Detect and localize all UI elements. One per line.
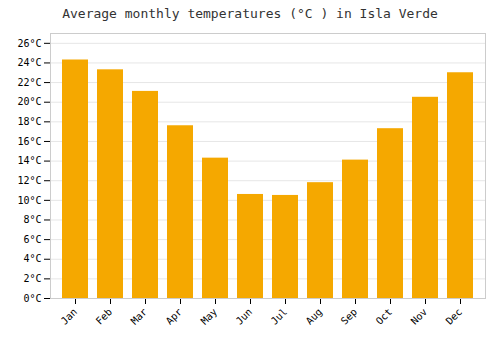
html-text:Average monthly temperatures (: Average monthly temperatures (°C ) in Is… (62, 6, 438, 21)
svg-text:Sep: Sep (339, 306, 360, 327)
svg-text:0°C: 0°C (23, 293, 41, 304)
svg-text:8°C: 8°C (23, 214, 41, 225)
svg-text:Nov: Nov (409, 306, 430, 327)
svg-text:2°C: 2°C (23, 273, 41, 284)
svg-text:Feb: Feb (94, 306, 115, 327)
svg-text:Oct: Oct (374, 306, 395, 327)
svg-text:4°C: 4°C (23, 253, 41, 264)
svg-text:12°C: 12°C (17, 175, 41, 186)
svg-text:Apr: Apr (164, 306, 185, 327)
svg-text:24°C: 24°C (17, 57, 41, 68)
svg-text:14°C: 14°C (17, 155, 41, 166)
svg-text:Jun: Jun (234, 306, 255, 327)
svg-text:Mar: Mar (129, 306, 150, 327)
svg-text:20°C: 20°C (17, 96, 41, 107)
svg-text:Jul: Jul (269, 306, 290, 327)
svg-text:18°C: 18°C (17, 116, 41, 127)
svg-text:Jan: Jan (59, 306, 80, 327)
svg-text:Aug: Aug (304, 306, 325, 327)
svg-text:6°C: 6°C (23, 234, 41, 245)
svg-text:26°C: 26°C (17, 38, 41, 49)
svg-text:16°C: 16°C (17, 136, 41, 147)
svg-text:22°C: 22°C (17, 77, 41, 88)
svg-text:May: May (199, 306, 220, 327)
svg-text:10°C: 10°C (17, 195, 41, 206)
svg-text:Dec: Dec (444, 306, 465, 327)
